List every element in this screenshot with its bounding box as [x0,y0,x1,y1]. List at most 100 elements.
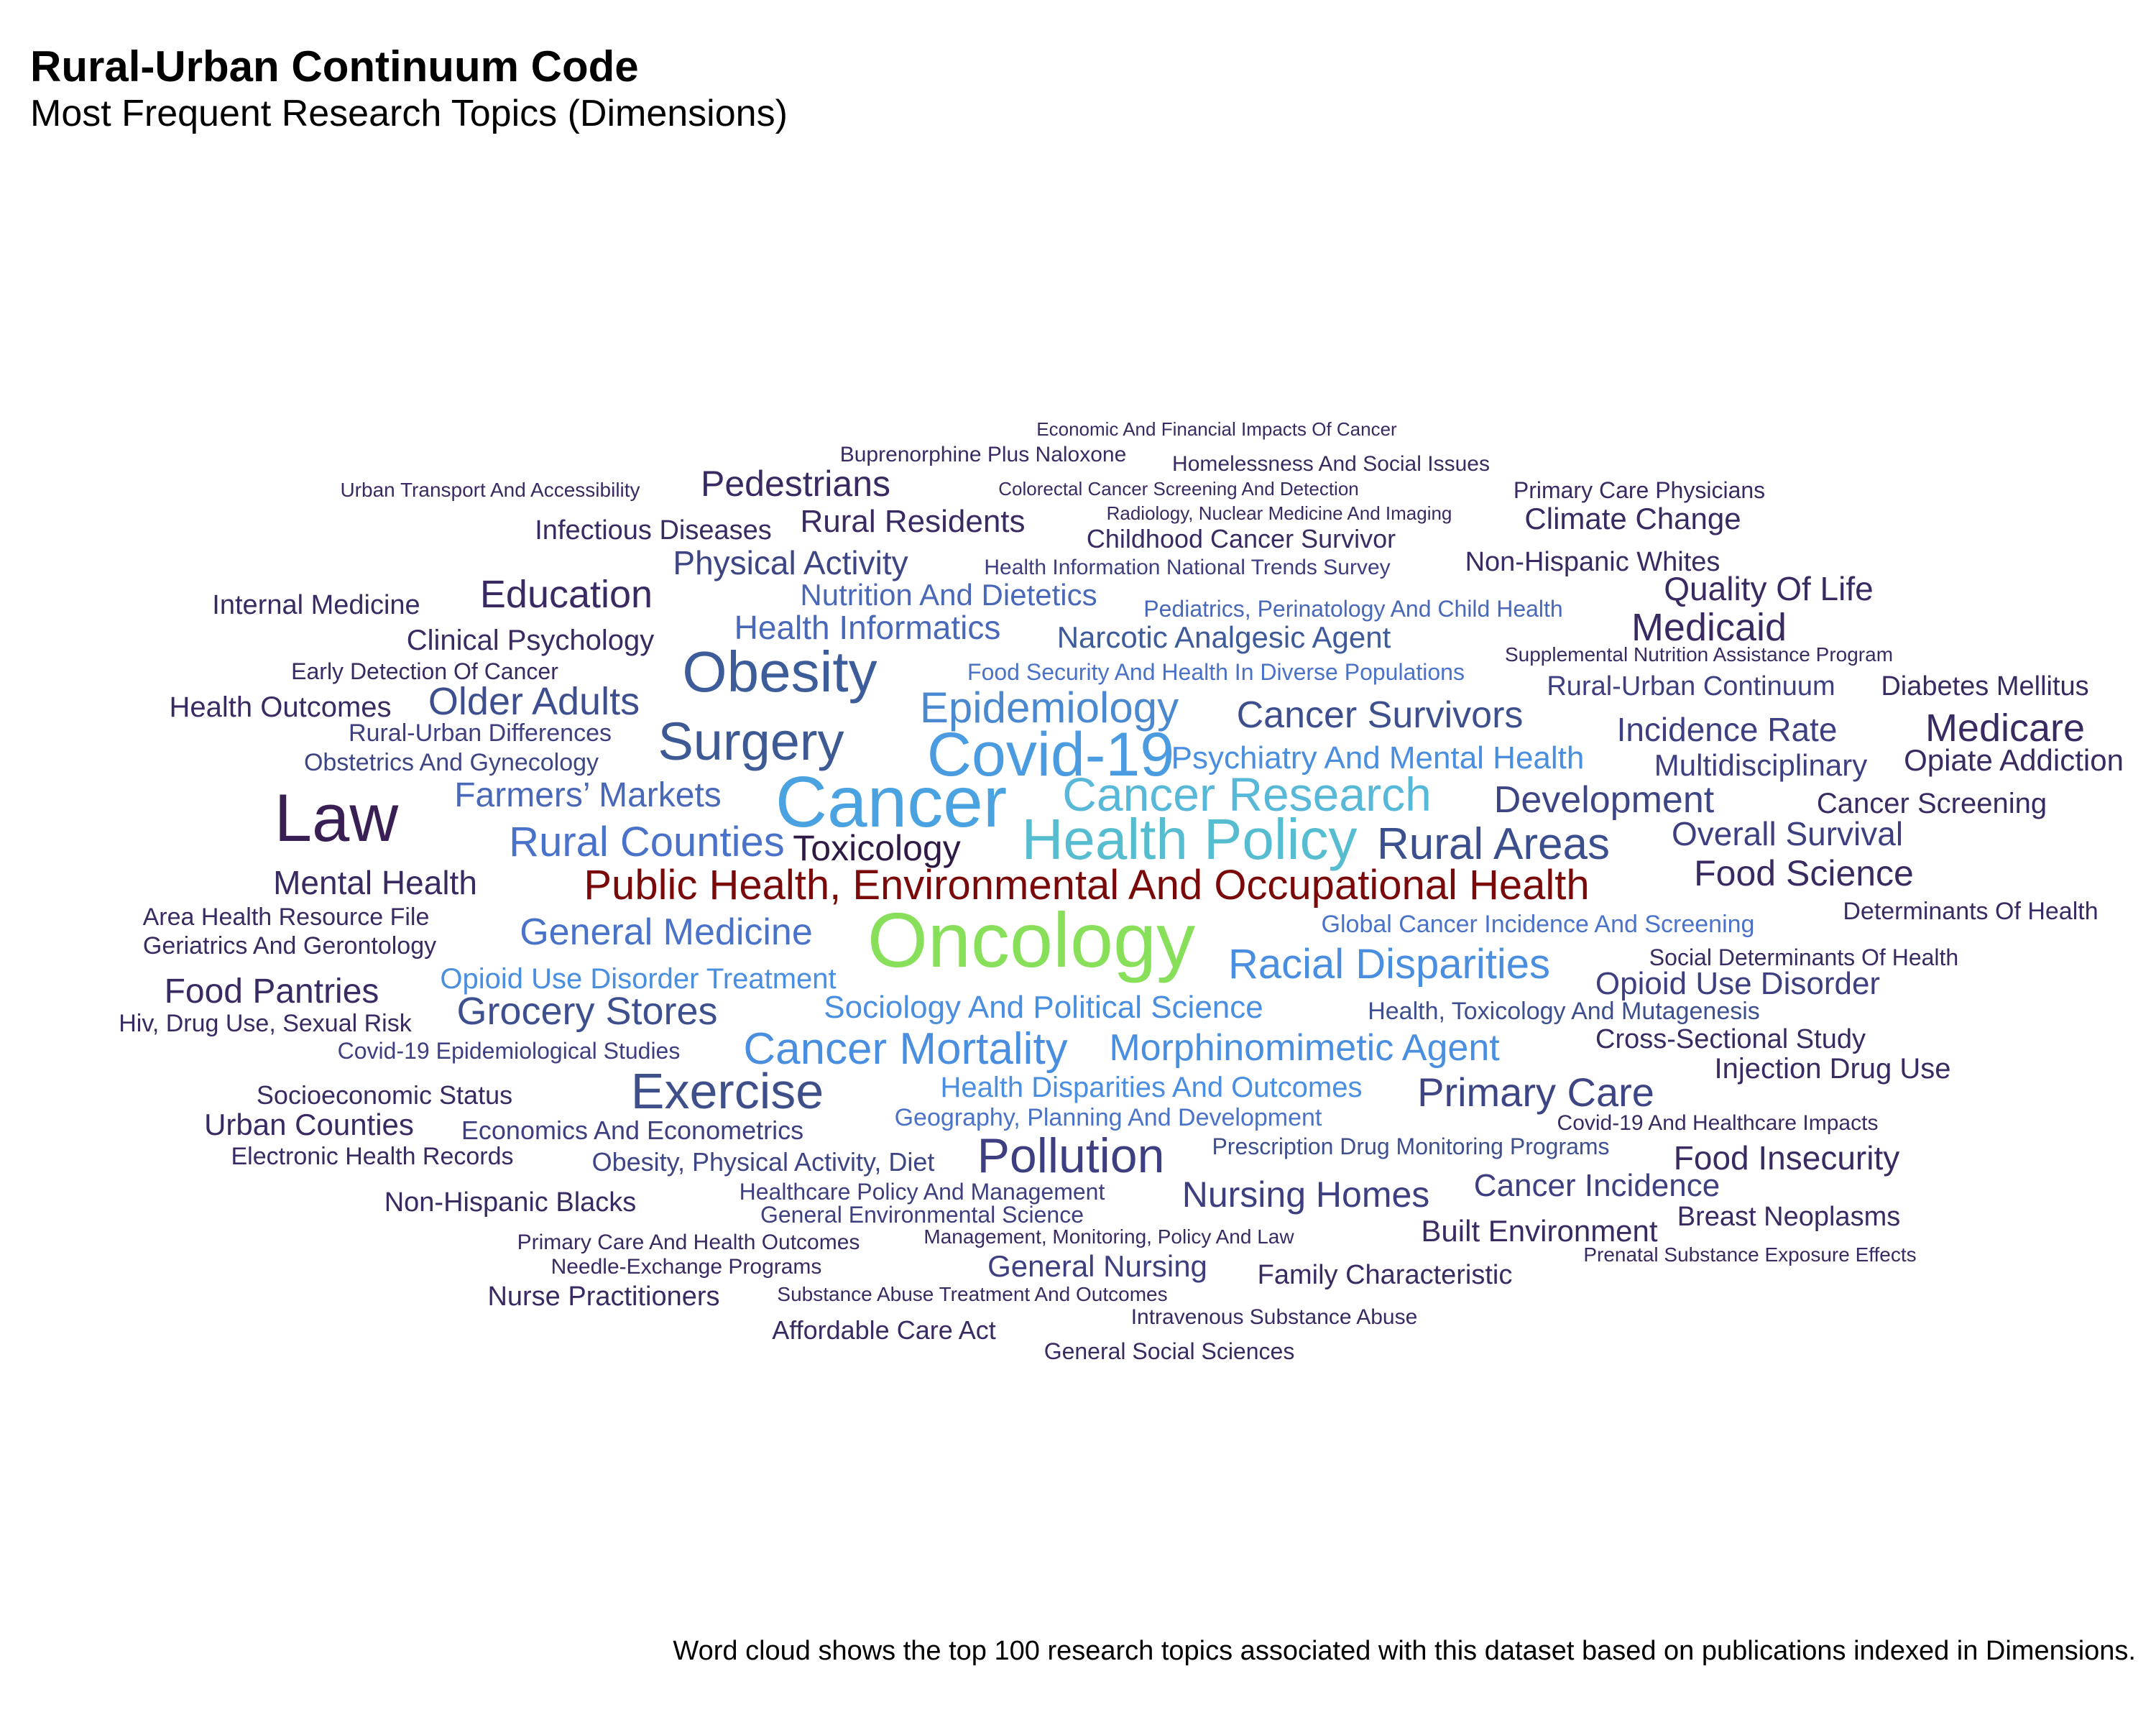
word-cloud-term: Rural Residents [800,504,1026,539]
word-cloud-term: Incidence Rate [1616,711,1838,748]
word-cloud-term: Urban Transport And Accessibility [340,479,640,501]
word-cloud-term: Nurse Practitioners [487,1282,720,1312]
word-cloud-term: Mental Health [273,864,477,901]
word-cloud-term: Health, Toxicology And Mutagenesis [1368,998,1760,1025]
word-cloud-term: Radiology, Nuclear Medicine And Imaging [1106,502,1452,524]
word-cloud-term: Public Health, Environmental And Occupat… [584,862,1590,908]
word-cloud-term: Non-Hispanic Blacks [384,1187,637,1218]
word-cloud-term: Internal Medicine [212,590,420,620]
word-cloud-term: Infectious Diseases [535,515,772,546]
word-cloud-term: Cancer Mortality [743,1024,1068,1074]
word-cloud-term: Quality Of Life [1664,570,1874,607]
word-cloud-term: Medicare [1925,707,2086,750]
word-cloud-term: Oncology [867,896,1196,983]
word-cloud-term: Rural-Urban Continuum [1547,671,1835,702]
word-cloud-term: Needle-Exchange Programs [550,1255,822,1279]
word-cloud-term: General Medicine [520,911,813,953]
word-cloud-term: Cancer Research [1062,768,1432,821]
word-cloud-term: Buprenorphine Plus Naloxone [839,443,1127,466]
word-cloud-term: Economics And Econometrics [461,1116,804,1145]
word-cloud-term: Cancer Survivors [1236,694,1524,736]
word-cloud-term: Breast Neoplasms [1677,1202,1901,1232]
word-cloud-term: Nursing Homes [1181,1174,1430,1215]
word-cloud-term: Multidisciplinary [1654,748,1868,782]
word-cloud-term: Determinants Of Health [1843,898,2099,925]
word-cloud-term: Health Informatics [734,609,1001,646]
word-cloud-term: Diabetes Mellitus [1881,671,2089,702]
word-cloud-term: Health Policy [1021,807,1358,871]
word-cloud-term: Narcotic Analgesic Agent [1056,620,1391,654]
word-cloud-term: Epidemiology [919,684,1179,732]
word-cloud-term: Electronic Health Records [231,1143,514,1170]
word-cloud-term: Cancer [775,762,1008,842]
word-cloud-term: Geography, Planning And Development [894,1104,1322,1131]
word-cloud-term: Sociology And Political Science [824,990,1263,1025]
word-cloud-term: Exercise [630,1063,824,1119]
word-cloud-term: Opioid Use Disorder [1595,966,1881,1001]
word-cloud-term: Clinical Psychology [406,625,655,656]
word-cloud-term: Racial Disparities [1227,941,1551,988]
word-cloud-term: Management, Monitoring, Policy And Law [923,1225,1294,1248]
word-cloud-term: Education [479,573,653,616]
word-cloud-term: Toxicology [793,828,961,868]
word-cloud-term: Prescription Drug Monitoring Programs [1212,1133,1610,1159]
word-cloud-term: Economic And Financial Impacts Of Cancer [1036,418,1397,440]
word-cloud-term: Non-Hispanic Whites [1465,547,1720,577]
word-cloud-term: Health Information National Trends Surve… [984,556,1391,579]
word-cloud-term: Primary Care And Health Outcomes [517,1230,860,1254]
word-cloud-term: Surgery [658,712,844,771]
word-cloud-term: Covid-19 And Healthcare Impacts [1557,1111,1879,1135]
word-cloud-term: Farmers’ Markets [454,776,722,814]
word-cloud-term: Pediatrics, Perinatology And Child Healt… [1143,596,1563,622]
chart-caption: Word cloud shows the top 100 research to… [673,1636,2136,1666]
word-cloud-term: Obesity [682,640,877,704]
word-cloud-term: General Social Sciences [1044,1338,1295,1364]
word-cloud-term: Childhood Cancer Survivor [1086,524,1396,553]
word-cloud-term: Hiv, Drug Use, Sexual Risk [119,1010,412,1037]
word-cloud-term: Prenatal Substance Exposure Effects [1583,1243,1917,1266]
word-cloud-term: Obesity, Physical Activity, Diet [591,1147,935,1177]
word-cloud-term: Cancer Screening [1816,788,2047,819]
word-cloud-term: Family Characteristic [1257,1260,1513,1290]
word-cloud-term: Medicaid [1631,606,1787,649]
word-cloud-term: Early Detection Of Cancer [291,658,558,684]
word-cloud-term: Rural-Urban Differences [349,719,612,747]
word-cloud-term: Cancer Incidence [1473,1168,1720,1203]
word-cloud-term: Climate Change [1524,502,1741,535]
word-cloud-term: Socioeconomic Status [256,1080,513,1110]
word-cloud-term: Physical Activity [673,544,908,581]
word-cloud-term: Cross-Sectional Study [1595,1024,1866,1054]
word-cloud-term: General Nursing [987,1249,1207,1283]
word-cloud-term: Food Security And Health In Diverse Popu… [967,659,1465,685]
word-cloud-term: Nutrition And Dietetics [800,578,1097,612]
word-cloud-term: Built Environment [1421,1214,1658,1248]
word-cloud-term: Homelessness And Social Issues [1172,452,1490,476]
word-cloud-term: Development [1493,779,1715,821]
word-cloud-term: Morphinomimetic Agent [1109,1027,1500,1069]
word-cloud-term: Geriatrics And Gerontology [142,932,437,960]
word-cloud-term: Rural Areas [1377,819,1610,869]
word-cloud-term: Health Disparities And Outcomes [940,1072,1363,1103]
word-cloud-term: Primary Care Physicians [1513,477,1766,503]
chart-subtitle: Most Frequent Research Topics (Dimension… [30,93,788,134]
word-cloud-term: Global Cancer Incidence And Screening [1321,911,1755,938]
word-cloud-term: Grocery Stores [456,990,718,1033]
word-cloud-term: Area Health Resource File [142,903,430,931]
word-cloud-term: Urban Counties [204,1108,414,1141]
word-cloud-term: Opiate Addiction [1904,743,2124,777]
word-cloud-term: Pollution [977,1128,1165,1183]
word-cloud-term: Primary Care [1417,1070,1654,1115]
word-cloud-term: Rural Counties [509,819,785,865]
word-cloud-term: Pedestrians [700,464,891,504]
word-cloud-term: Food Science [1694,853,1914,893]
word-cloud-term: Supplemental Nutrition Assistance Progra… [1504,643,1894,666]
word-cloud-term: General Environmental Science [760,1202,1084,1228]
word-cloud-term: Law [274,780,399,855]
word-cloud-term: Food Pantries [164,972,379,1011]
word-cloud-term: Injection Drug Use [1714,1053,1951,1085]
word-cloud-term: Food Insecurity [1673,1139,1900,1177]
word-cloud-term: Older Adults [428,680,640,723]
word-cloud-term: Obstetrics And Gynecology [303,749,599,776]
word-cloud-term: Healthcare Policy And Management [739,1179,1105,1205]
